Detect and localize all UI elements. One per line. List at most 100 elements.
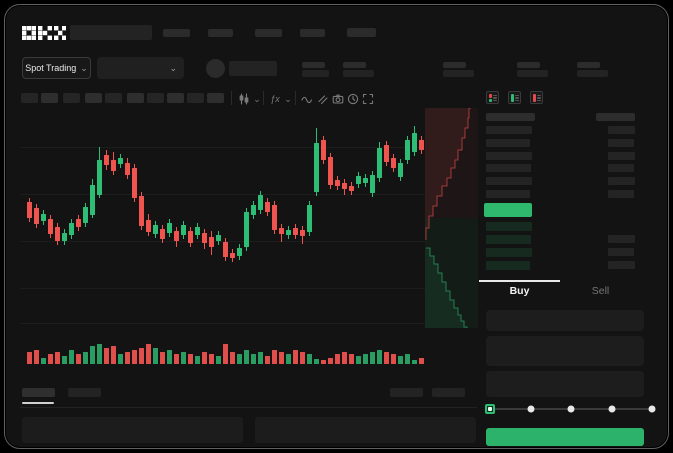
stat-label-skeleton-4	[517, 62, 540, 68]
bid-row-amount-skeleton	[608, 248, 634, 256]
depth-bids-bg	[425, 218, 478, 328]
toolbar-chip-skeleton-4[interactable]	[85, 93, 102, 103]
stat-value-skeleton-3	[443, 70, 474, 77]
ask-row-amount-skeleton	[608, 190, 634, 198]
tab-sell[interactable]: Sell	[591, 285, 610, 297]
fullscreen-icon[interactable]	[361, 92, 374, 105]
nav-item-skeleton-3[interactable]	[255, 29, 282, 37]
gridline	[20, 147, 425, 148]
toolbar-chip-skeleton-8[interactable]	[167, 93, 184, 103]
compare-icon[interactable]	[316, 92, 329, 105]
search-bar-skeleton[interactable]	[70, 25, 152, 40]
order-price-field-skeleton[interactable]	[486, 310, 644, 331]
order-total-field-skeleton[interactable]	[486, 371, 644, 397]
snapshot-camera-icon[interactable]	[331, 92, 344, 105]
orderbook-view-bids-icon[interactable]	[508, 91, 521, 104]
bid-row-price-skeleton	[486, 248, 532, 257]
bid-row-price-skeleton	[486, 235, 531, 244]
stat-label-skeleton-2	[343, 62, 366, 68]
toolbar-chip-skeleton-10[interactable]	[207, 93, 224, 103]
depth-asks-bg	[425, 108, 478, 218]
gridline	[20, 288, 425, 289]
stat-value-skeleton-1	[302, 70, 329, 77]
bottom-panel-skeleton-right[interactable]	[255, 417, 476, 443]
price-skeleton	[229, 61, 277, 76]
okx-logo	[22, 26, 66, 40]
toolbar-chip-skeleton-5[interactable]	[105, 93, 122, 103]
toolbar-divider	[295, 91, 296, 105]
depth-chart-svg	[425, 108, 471, 328]
toolbar-divider	[263, 91, 264, 105]
orderbook-view-both-icon[interactable]	[486, 91, 499, 104]
stat-value-skeleton-5	[577, 70, 608, 77]
candlestick-chart[interactable]	[25, 108, 425, 332]
toolbar-chip-skeleton-9[interactable]	[187, 93, 204, 103]
orderbook-view-asks-icon[interactable]	[530, 91, 543, 104]
depth-chart	[425, 108, 478, 328]
nav-item-skeleton-1[interactable]	[163, 29, 190, 37]
chevron-down-icon: ⌄	[169, 62, 177, 73]
bid-row-amount-skeleton	[608, 235, 635, 243]
ask-row-price-skeleton	[486, 177, 532, 185]
nav-item-skeleton-2[interactable]	[208, 29, 233, 37]
section-divider	[20, 407, 477, 408]
coin-avatar-skeleton	[206, 59, 225, 78]
orders-toolbar-skeleton-1[interactable]	[390, 388, 423, 397]
toolbar-chip-skeleton-3[interactable]	[63, 93, 80, 103]
stat-value-skeleton-2	[343, 70, 374, 77]
toolbar-chip-skeleton-2[interactable]	[41, 93, 58, 103]
stat-label-skeleton-1	[302, 62, 325, 68]
ask-row-price-skeleton	[486, 190, 530, 198]
ask-row-price-skeleton	[486, 126, 532, 134]
stat-label-skeleton-3	[443, 62, 466, 68]
bid-row-price-skeleton	[486, 222, 532, 231]
toolbar-chip-skeleton-7[interactable]	[147, 93, 164, 103]
order-amount-field-skeleton[interactable]	[486, 336, 644, 366]
ask-row-amount-skeleton	[608, 126, 635, 134]
slider-stop-50[interactable]	[567, 405, 575, 413]
slider-stop-25[interactable]	[527, 405, 534, 413]
last-price-highlight[interactable]	[484, 203, 532, 217]
tab-buy[interactable]: Buy	[509, 285, 530, 297]
buy-button[interactable]	[486, 428, 644, 446]
bottom-panel-skeleton-left[interactable]	[22, 417, 243, 443]
ask-row-amount-skeleton	[608, 152, 635, 160]
ask-row-amount-skeleton	[608, 177, 635, 185]
slider-stop-100[interactable]	[648, 405, 656, 413]
chevron-down-icon[interactable]: ⌄	[284, 93, 292, 104]
ask-row-amount-skeleton	[608, 139, 634, 147]
slider-stop-0[interactable]	[485, 404, 495, 414]
chevron-down-icon[interactable]: ⌄	[253, 93, 261, 104]
interval-clock-icon[interactable]	[346, 92, 359, 105]
chevron-down-icon: ⌄	[80, 62, 88, 73]
ask-row-price-skeleton	[486, 139, 530, 147]
ask-row-price-skeleton	[486, 164, 531, 172]
gridline	[20, 323, 425, 324]
candle-type-icon[interactable]	[237, 92, 250, 105]
orders-tab-skeleton-2[interactable]	[68, 388, 101, 397]
ask-row-price-skeleton	[486, 152, 532, 160]
orderbook-col-header-price	[486, 113, 535, 121]
market-mode-label: Spot Trading	[25, 63, 77, 73]
gridline	[20, 194, 425, 195]
toolbar-chip-skeleton-6[interactable]	[127, 93, 144, 103]
nav-item-skeleton-4[interactable]	[300, 29, 325, 37]
slider-stop-75[interactable]	[608, 405, 615, 413]
toolbar-divider	[231, 91, 232, 105]
volume-bars	[27, 344, 424, 364]
ask-row-amount-skeleton	[608, 164, 634, 172]
bid-row-amount-skeleton	[608, 261, 635, 269]
orders-toolbar-skeleton-2[interactable]	[432, 388, 465, 397]
market-mode-selector[interactable]: Spot Trading ⌄	[22, 57, 91, 79]
buy-tab-indicator	[479, 280, 560, 282]
orderbook-col-header-amount	[596, 113, 635, 121]
price-chart-panel[interactable]	[20, 108, 478, 332]
pair-dropdown[interactable]: ⌄	[97, 57, 184, 79]
indicators-fx-icon[interactable]: ƒx	[270, 93, 280, 104]
toolbar-chip-skeleton-1[interactable]	[21, 93, 38, 103]
active-tab-underline	[22, 402, 54, 404]
orders-tab-skeleton-active[interactable]	[22, 388, 55, 397]
bid-row-price-skeleton	[486, 261, 530, 270]
nav-item-skeleton-5[interactable]	[347, 28, 376, 37]
line-style-icon[interactable]	[300, 92, 313, 105]
